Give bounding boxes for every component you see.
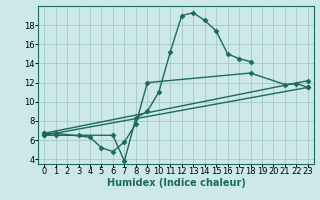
X-axis label: Humidex (Indice chaleur): Humidex (Indice chaleur) [107, 178, 245, 188]
